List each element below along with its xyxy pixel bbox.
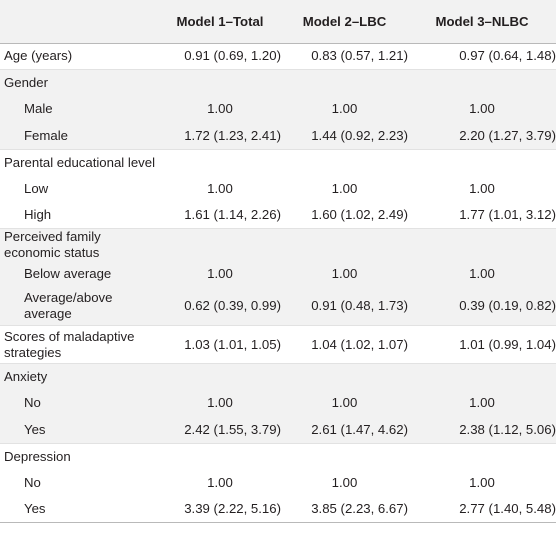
cell-model-3: 1.01 (0.99, 1.04): [459, 336, 556, 352]
cell-model-3: 2.20 (1.27, 3.79): [459, 127, 556, 143]
cell-model-2: 1.00: [331, 266, 358, 282]
cell-model-1: 1.03 (1.01, 1.05): [184, 336, 281, 352]
cell-model-3: [408, 70, 556, 97]
row-label: Depression: [4, 448, 71, 464]
row-label: Parental educational level: [4, 154, 156, 170]
cell-model-2: 1.00: [331, 474, 358, 490]
cell-model-1: 0.62 (0.39, 0.99): [184, 298, 281, 314]
header-row: Model 1–Total Model 2–LBC Model 3–NLBC: [0, 0, 556, 43]
cell-model-2: 1.60 (1.02, 2.49): [311, 207, 408, 222]
cell-model-3: 1.00: [469, 395, 495, 411]
cell-model-2: 1.44 (0.92, 2.23): [311, 127, 408, 143]
header-model-2-lbc: Model 2–LBC: [302, 13, 387, 29]
cell-model-1: 1.00: [207, 266, 233, 282]
cell-model-1: 1.00: [207, 180, 233, 196]
cell-model-2: 3.85 (2.23, 6.67): [311, 501, 408, 516]
cell-model-1: 1.00: [207, 101, 233, 117]
cell-model-3: 0.97 (0.64, 1.48): [459, 48, 556, 64]
header-model-3-nlbc: Model 3–NLBC: [435, 13, 529, 29]
cell-model-1: [159, 229, 281, 262]
cell-model-2: 1.04 (1.02, 1.07): [311, 336, 408, 352]
cell-model-1: 2.42 (1.55, 3.79): [184, 421, 281, 437]
table-row: No 1.00 1.00 1.00: [0, 470, 556, 497]
table-row: Yes 3.39 (2.22, 5.16) 3.85 (2.23, 6.67) 2.7…: [0, 496, 556, 523]
table-body: Age (years) 0.91 (0.69, 1.20) 0.83 (0.57, …: [0, 43, 556, 523]
cell-model-3: [408, 443, 556, 470]
cell-model-3: 1.00: [469, 101, 495, 117]
cell-model-3: 0.39 (0.19, 0.82): [459, 298, 556, 314]
table-header: Model 1–Total Model 2–LBC Model 3–NLBC: [0, 0, 556, 43]
cell-model-1: 3.39 (2.22, 5.16): [184, 501, 281, 516]
row-sublabel: No: [24, 395, 41, 411]
cell-model-2: 0.91 (0.48, 1.73): [311, 298, 408, 314]
cell-model-3: [408, 364, 556, 391]
cell-model-1: 1.00: [207, 395, 233, 411]
cell-model-2: 0.83 (0.57, 1.21): [311, 48, 408, 64]
table-row: Male 1.00 1.00 1.00: [0, 96, 556, 123]
cell-model-2: 1.00: [331, 395, 358, 411]
row-label: Scores of maladaptive strategies: [4, 328, 135, 360]
table-row: Age (years) 0.91 (0.69, 1.20) 0.83 (0.57, …: [0, 43, 556, 70]
cell-model-3: 2.77 (1.40, 5.48): [459, 501, 556, 516]
row-label: Age (years): [4, 48, 73, 64]
table-row: Below average 1.00 1.00 1.00: [0, 261, 556, 288]
cell-model-1: [159, 364, 281, 391]
cell-model-2: 1.00: [331, 180, 358, 196]
cell-model-2: [281, 364, 408, 391]
table-row: Gender: [0, 69, 556, 97]
cell-model-1: [159, 70, 281, 97]
cell-model-3: [408, 229, 556, 262]
row-sublabel: Yes: [24, 501, 46, 516]
cell-model-3: 1.00: [469, 266, 495, 282]
row-sublabel: Yes: [24, 421, 46, 437]
cell-model-2: [281, 443, 408, 470]
table-row: Parental educational level: [0, 149, 556, 176]
cell-model-1: [159, 443, 281, 470]
row-label: Anxiety: [4, 369, 48, 384]
cell-model-2: [281, 149, 408, 176]
cell-model-2: 2.61 (1.47, 4.62): [311, 421, 408, 437]
cell-model-1: 1.72 (1.23, 2.41): [184, 127, 281, 143]
row-label: Perceived family economic status: [4, 229, 101, 260]
cell-model-1: [159, 149, 281, 176]
row-sublabel: Low: [24, 180, 49, 196]
cell-model-3: [408, 149, 556, 176]
table-row: Female 1.72 (1.23, 2.41) 1.44 (0.92, 2.23)…: [0, 122, 556, 149]
cell-model-3: 1.00: [469, 474, 495, 490]
table-row: Anxiety: [0, 363, 556, 391]
row-sublabel: Average/above average: [24, 290, 113, 322]
table-row: No 1.00 1.00 1.00: [0, 390, 556, 417]
cell-model-3: 2.38 (1.12, 5.06): [459, 421, 556, 437]
row-sublabel: No: [24, 474, 41, 490]
cell-model-1: 1.61 (1.14, 2.26): [184, 207, 281, 222]
table-row: Low 1.00 1.00 1.00: [0, 176, 556, 203]
row-label: Gender: [4, 75, 48, 90]
cell-model-3: 1.00: [469, 180, 495, 196]
row-sublabel: Female: [24, 127, 68, 143]
row-sublabel: Male: [24, 101, 53, 117]
table-row: Depression: [0, 443, 556, 470]
cell-model-3: 1.77 (1.01, 3.12): [459, 207, 556, 222]
table-row: Scores of maladaptive strategies 1.03 (1.…: [0, 326, 556, 364]
row-sublabel: High: [24, 207, 52, 222]
cell-model-2: [281, 70, 408, 97]
table-row: Perceived family economic status: [0, 228, 556, 262]
cell-model-2: 1.00: [331, 101, 358, 117]
row-sublabel: Below average: [24, 266, 112, 282]
header-model-1-total: Model 1–Total: [176, 13, 264, 29]
cell-model-2: [281, 229, 408, 262]
table-row: Average/above average 0.62 (0.39, 0.99) 0.…: [0, 287, 556, 326]
cell-model-1: 1.00: [207, 474, 233, 490]
header-variable: [0, 0, 159, 43]
table-row: Yes 2.42 (1.55, 3.79) 2.61 (1.47, 4.62) 2.3…: [0, 416, 556, 443]
cell-model-1: 0.91 (0.69, 1.20): [184, 48, 281, 64]
odds-ratio-table: Model 1–Total Model 2–LBC Model 3–NLBC A…: [0, 0, 556, 523]
table-row: High 1.61 (1.14, 2.26) 1.60 (1.02, 2.49) 1.…: [0, 202, 556, 229]
